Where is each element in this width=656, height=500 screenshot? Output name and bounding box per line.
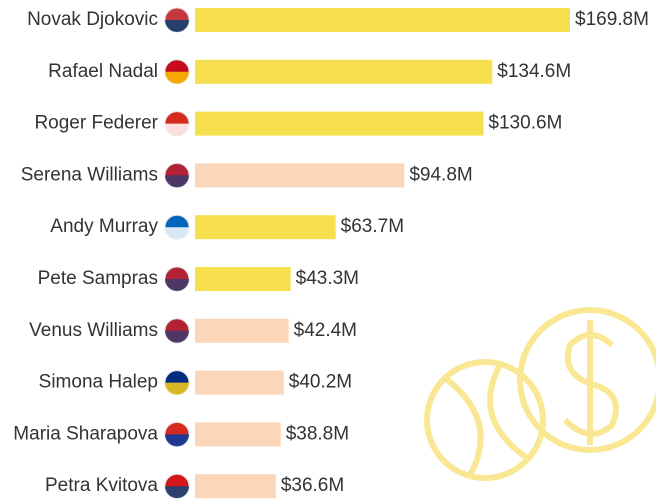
bar xyxy=(195,474,276,498)
flag-detail xyxy=(165,175,189,187)
flag-detail xyxy=(165,124,189,136)
flag-detail xyxy=(165,72,189,84)
category-label: Pete Sampras xyxy=(38,268,158,289)
value-label: $130.6M xyxy=(488,113,562,134)
value-label: $134.6M xyxy=(497,61,571,82)
bar xyxy=(195,112,483,136)
bar xyxy=(195,267,291,291)
bar xyxy=(195,60,492,84)
flag-detail xyxy=(165,227,189,239)
flags xyxy=(165,8,189,498)
value-label: $43.3M xyxy=(296,268,359,289)
category-label: Rafael Nadal xyxy=(48,61,158,82)
bar xyxy=(195,371,284,395)
flag-detail xyxy=(165,383,189,395)
bar xyxy=(195,422,281,446)
category-label: Petra Kvitova xyxy=(45,475,158,496)
category-label: Roger Federer xyxy=(34,113,158,134)
category-label: Andy Murray xyxy=(50,216,158,237)
flag-detail xyxy=(165,20,189,32)
category-label: Serena Williams xyxy=(21,164,158,185)
value-label: $42.4M xyxy=(294,320,357,341)
category-label: Venus Williams xyxy=(29,320,158,341)
bar xyxy=(195,215,336,239)
value-label: $63.7M xyxy=(341,216,404,237)
flag-detail xyxy=(165,279,189,291)
flag-detail xyxy=(165,434,189,446)
bar xyxy=(195,319,289,343)
value-label: $36.6M xyxy=(281,475,344,496)
flag-detail xyxy=(165,331,189,343)
value-label: $38.8M xyxy=(286,423,349,444)
category-label: Simona Halep xyxy=(39,372,158,393)
flag-detail xyxy=(165,486,189,498)
bar xyxy=(195,163,404,187)
value-label: $169.8M xyxy=(575,9,649,30)
value-label: $94.8M xyxy=(409,164,472,185)
bar xyxy=(195,8,570,32)
category-label: Novak Djokovic xyxy=(27,9,158,30)
decoration xyxy=(427,310,656,478)
category-label: Maria Sharapova xyxy=(13,423,158,444)
chart: Novak Djokovic $169.8M Rafael Nadal $134.6M… xyxy=(0,0,656,500)
value-label: $40.2M xyxy=(289,372,352,393)
